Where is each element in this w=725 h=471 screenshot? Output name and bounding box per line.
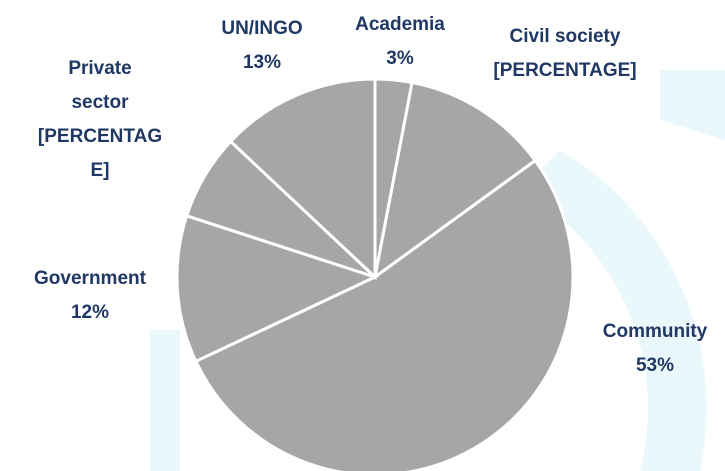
category-label: Academia — [355, 14, 445, 35]
value-label: 12% — [70, 302, 110, 323]
category-label: Civil society — [509, 26, 621, 47]
data-label: Private sector [PERCENTAGE] — [38, 52, 163, 188]
data-label: Civil society [PERCENTAGE] — [485, 20, 645, 88]
category-label: UN/INGO — [221, 18, 303, 39]
pie-slice — [193, 158, 575, 471]
value-label: 3% — [386, 48, 414, 69]
data-label: UN/INGO 13% — [192, 12, 332, 80]
background-shape — [520, 150, 707, 471]
category-label: Private sector — [68, 58, 132, 113]
data-label: Community 53% — [585, 315, 725, 383]
category-label: Government — [34, 268, 146, 289]
background-shape — [150, 330, 180, 471]
pie-slice — [175, 213, 380, 364]
value-label: [PERCENTAGE] — [37, 126, 163, 181]
category-label: Community — [602, 321, 708, 342]
background-shape — [660, 70, 725, 140]
data-label: Academia 3% — [330, 8, 470, 76]
value-label: 13% — [242, 52, 282, 73]
data-label: Government 12% — [10, 262, 170, 330]
value-label: 53% — [635, 355, 675, 376]
pie-slice — [228, 77, 377, 281]
pie-slice — [372, 80, 538, 281]
value-label: [PERCENTAGE] — [493, 60, 637, 81]
